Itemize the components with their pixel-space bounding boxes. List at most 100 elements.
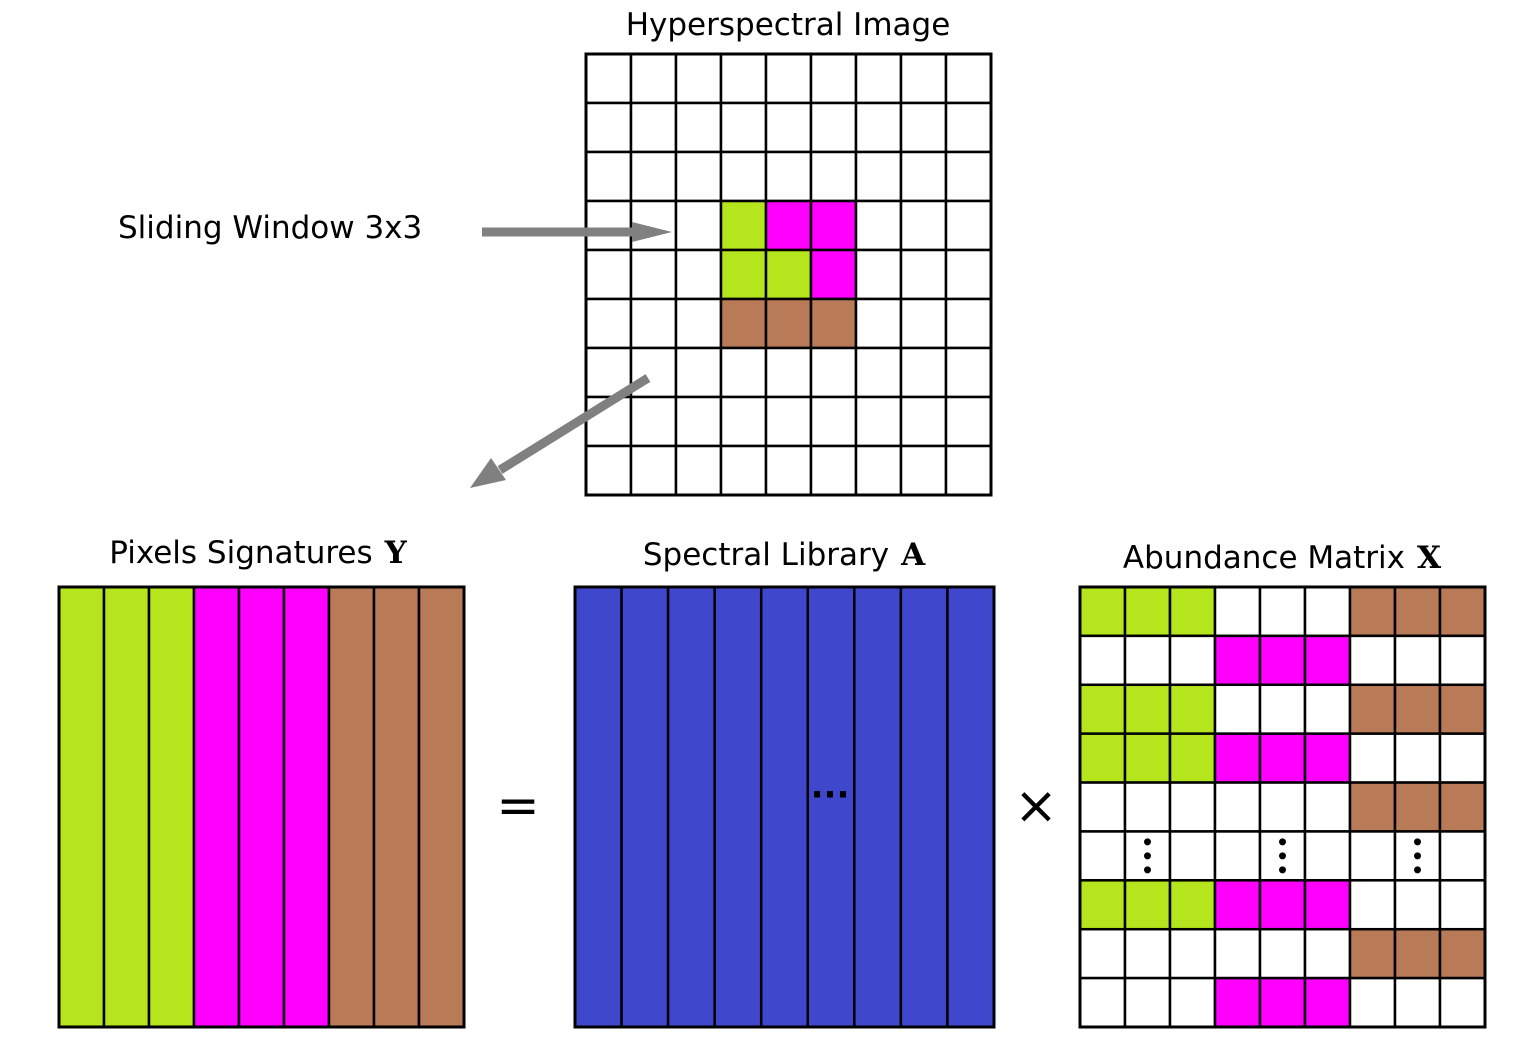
hyperspectral-cell <box>944 346 993 399</box>
hyperspectral-cell <box>674 297 723 350</box>
abundance-cell <box>1213 634 1262 687</box>
abundance-cell <box>1303 732 1352 784</box>
abundance-cell <box>1438 683 1487 735</box>
abundance-cell <box>1393 585 1442 638</box>
abundance-cell <box>1303 683 1352 735</box>
abundance-cell <box>1168 830 1217 882</box>
hyperspectral-cell <box>719 150 768 203</box>
hyperspectral-cell <box>764 395 813 448</box>
abundance-cell <box>1348 976 1397 1029</box>
abundance-cell <box>1438 781 1487 833</box>
library-column <box>573 585 623 1029</box>
hyperspectral-cell <box>899 444 948 497</box>
hyperspectral-cell <box>764 150 813 203</box>
hyperspectral-cell <box>764 248 813 301</box>
abundance-cell <box>1078 927 1127 980</box>
abundance-cell <box>1348 879 1397 931</box>
hyperspectral-cell <box>629 444 678 497</box>
hyperspectral-cell <box>809 395 858 448</box>
abundance-cell <box>1168 781 1217 833</box>
hyperspectral-cell <box>674 101 723 154</box>
abundance-cell <box>1303 879 1352 931</box>
pixels-border <box>57 585 466 1029</box>
hyperspectral-cell <box>719 101 768 154</box>
hyperspectral-cell <box>674 395 723 448</box>
hyperspectral-cell <box>854 101 903 154</box>
abundance-cell <box>1213 585 1262 638</box>
abundance-cell <box>1258 976 1307 1029</box>
abundance-cell <box>1123 732 1172 784</box>
abundance-cell <box>1393 634 1442 687</box>
library-title-group: Spectral Library A <box>643 537 926 573</box>
pixels-column <box>147 585 196 1029</box>
hyperspectral-cell <box>944 52 993 105</box>
hyperspectral-cell <box>674 346 723 399</box>
abundance-cell <box>1168 927 1217 980</box>
abundance-cell <box>1303 781 1352 833</box>
abundance-cell <box>1393 976 1442 1029</box>
abundance-vdots <box>1414 838 1421 846</box>
abundance-vdots <box>1279 852 1286 860</box>
hyperspectral-cell <box>854 248 903 301</box>
hyperspectral-grid <box>584 52 993 497</box>
hyperspectral-cell <box>899 52 948 105</box>
abundance-cell <box>1168 585 1217 638</box>
hyperspectral-cell <box>584 199 633 252</box>
abundance-cell <box>1348 830 1397 882</box>
hyperspectral-cell <box>674 52 723 105</box>
hyperspectral-cell <box>584 150 633 203</box>
abundance-cell <box>1348 585 1397 638</box>
library-matrix <box>573 585 996 1029</box>
abundance-cell <box>1258 585 1307 638</box>
abundance-vdots <box>1279 838 1286 846</box>
hyperspectral-cell <box>809 101 858 154</box>
hyperspectral-cell <box>629 395 678 448</box>
abundance-cell <box>1078 879 1127 931</box>
pixels-column <box>372 585 421 1029</box>
hyperspectral-cell <box>584 297 633 350</box>
hyperspectral-cell <box>854 150 903 203</box>
abundance-cell <box>1213 683 1262 735</box>
hyperspectral-cell <box>764 297 813 350</box>
hyperspectral-cell <box>674 150 723 203</box>
hyperspectral-cell <box>944 444 993 497</box>
library-column <box>620 585 670 1029</box>
abundance-vdots <box>1414 866 1421 874</box>
abundance-cell <box>1393 732 1442 784</box>
abundance-cell <box>1213 976 1262 1029</box>
library-ellipsis: ··· <box>811 775 850 815</box>
hyperspectral-cell <box>719 199 768 252</box>
library-column <box>759 585 810 1029</box>
pixels-title-group: Pixels Signatures Y <box>109 535 407 571</box>
hyperspectral-cell <box>899 346 948 399</box>
pixels-column <box>282 585 331 1029</box>
hyperspectral-cell <box>719 52 768 105</box>
arrow-down-left <box>470 374 651 488</box>
hyperspectral-cell <box>899 199 948 252</box>
pixels-column <box>417 585 466 1029</box>
hyperspectral-cell <box>899 395 948 448</box>
abundance-cell <box>1438 927 1487 980</box>
hyperspectral-cell <box>944 297 993 350</box>
abundance-cell <box>1078 732 1127 784</box>
library-symbol: A <box>900 537 926 573</box>
pixels-column <box>192 585 241 1029</box>
abundance-cell <box>1348 683 1397 735</box>
abundance-vdots <box>1144 838 1151 846</box>
library-column <box>853 585 903 1029</box>
abundance-cell <box>1078 585 1127 638</box>
library-column <box>666 585 716 1029</box>
hyperspectral-cell <box>809 52 858 105</box>
abundance-cell <box>1438 976 1487 1029</box>
abundance-cell <box>1078 634 1127 687</box>
abundance-cell <box>1123 879 1172 931</box>
abundance-cell <box>1123 927 1172 980</box>
hyperspectral-cell <box>854 297 903 350</box>
abundance-cell <box>1438 732 1487 784</box>
abundance-cell <box>1078 683 1127 735</box>
abundance-cell <box>1258 927 1307 980</box>
abundance-vdots <box>1279 866 1286 874</box>
abundance-cell <box>1168 879 1217 931</box>
abundance-cell <box>1123 585 1172 638</box>
abundance-cell <box>1303 830 1352 882</box>
